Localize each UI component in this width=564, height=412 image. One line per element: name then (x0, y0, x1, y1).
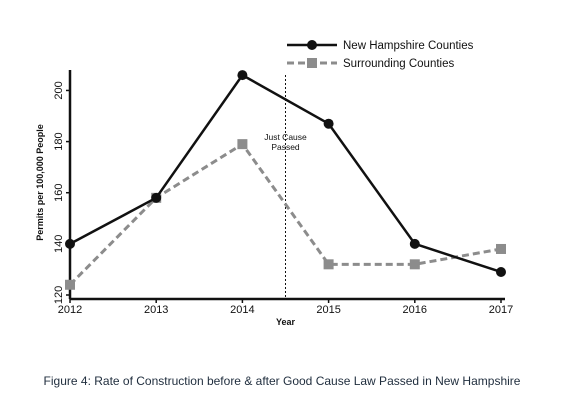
y-tick-label: 200 (53, 81, 65, 99)
legend-marker-0 (307, 40, 317, 50)
legend-label-0: New Hampshire Counties (343, 40, 474, 52)
x-axis-title: Year (276, 317, 296, 327)
data-point-0 (237, 70, 248, 81)
data-point-0 (323, 118, 334, 129)
legend-label-1: Surrounding Counties (343, 58, 454, 70)
data-point-0 (151, 192, 162, 203)
data-point-0 (496, 266, 506, 277)
x-tick-label: 2016 (403, 304, 427, 316)
y-tick-label: 120 (53, 286, 65, 304)
x-tick-label: 2012 (58, 304, 82, 316)
data-point-1 (409, 259, 420, 270)
line-chart: 120 140 160 180 200 2012 2013 2014 2015 2016 2017 Y… (35, 40, 513, 327)
data-point-0 (409, 238, 420, 249)
x-tick-label: 2013 (144, 304, 168, 316)
x-tick-label: 2015 (316, 304, 340, 316)
y-tick-label: 160 (53, 184, 65, 202)
data-point-1 (323, 259, 334, 270)
y-axis-title: Permits per 100,000 People (35, 124, 45, 241)
y-tick-label: 140 (53, 235, 65, 253)
x-tick-label: 2014 (230, 304, 254, 316)
data-point-1 (237, 139, 248, 150)
figure-caption: Figure 4: Rate of Construction before & … (43, 374, 521, 388)
data-point-0 (65, 238, 75, 249)
data-point-1 (496, 243, 506, 254)
data-point-1 (65, 279, 75, 290)
y-tick-label: 180 (53, 132, 65, 150)
legend-marker-1 (307, 58, 317, 68)
x-tick-label: 2017 (489, 304, 513, 316)
annotation-text: Passed (271, 142, 300, 152)
annotation-text: Just Cause (264, 132, 307, 142)
series-line-0 (69, 73, 502, 274)
series-line-1 (68, 142, 502, 286)
